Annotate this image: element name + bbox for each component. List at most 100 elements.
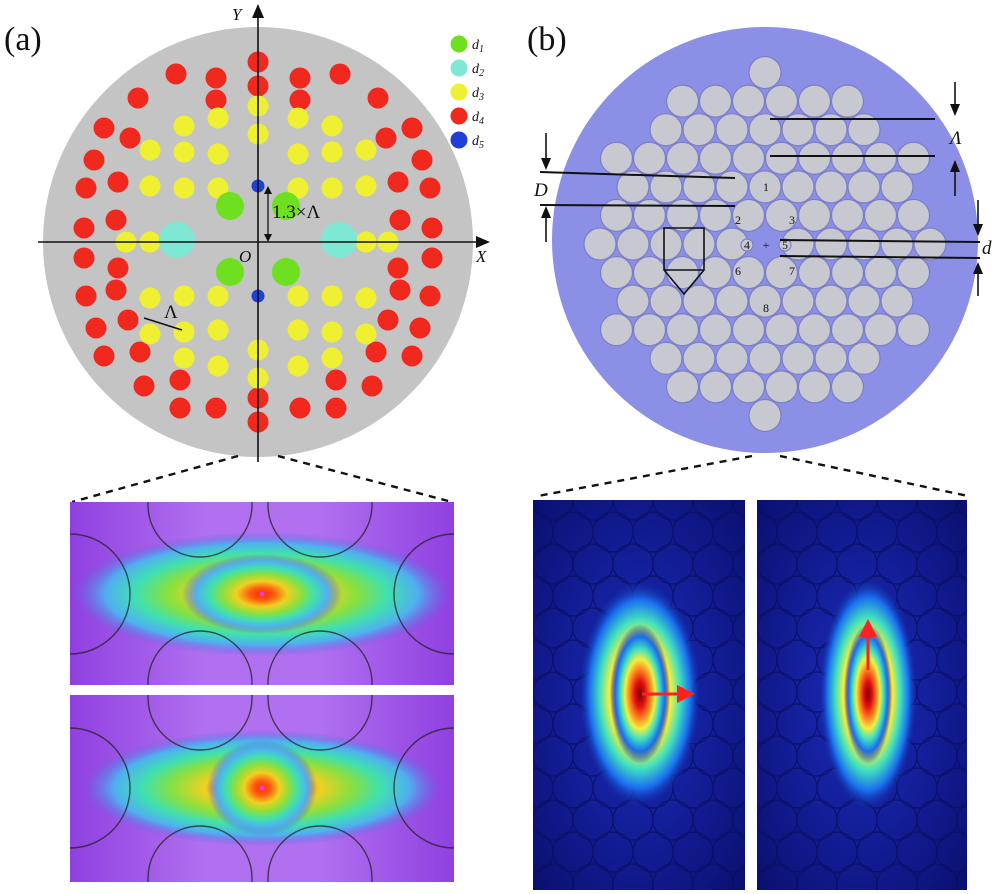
air-hole-b	[599, 198, 634, 233]
air-hole-d4	[169, 397, 191, 419]
air-hole-b	[863, 255, 898, 290]
air-hole-d3	[321, 347, 343, 369]
air-hole-b	[665, 84, 700, 118]
air-hole-d1	[272, 192, 300, 220]
air-hole-d3	[207, 355, 229, 377]
air-hole-d3	[173, 115, 195, 137]
small-diameter-line-top	[779, 239, 981, 243]
air-hole-b	[781, 170, 815, 204]
air-hole-d4	[389, 209, 411, 231]
air-hole-d3	[173, 141, 195, 163]
air-hole-d4	[73, 247, 95, 269]
air-hole-b	[698, 255, 733, 290]
hole-number-1: 1	[763, 180, 769, 194]
air-hole-b	[731, 84, 766, 118]
air-hole-d4	[129, 341, 151, 363]
air-hole-d4	[205, 89, 227, 111]
pitch-marker-a	[143, 317, 183, 331]
air-hole-d4	[169, 369, 191, 391]
air-hole-d3	[173, 285, 195, 307]
air-hole-b	[682, 227, 716, 261]
lattice-ghost-circle	[732, 673, 745, 711]
air-hole-b	[863, 313, 898, 347]
air-hole-d4	[389, 279, 411, 301]
air-hole-d4	[419, 177, 441, 199]
lattice-ghost-circle	[796, 500, 838, 521]
lattice-ghost-circle	[916, 500, 958, 521]
legend-swatch-d5	[450, 131, 468, 149]
air-hole-b	[830, 84, 865, 118]
air-hole-b	[698, 141, 733, 175]
air-hole-d3	[139, 287, 161, 309]
air-hole-b	[599, 141, 634, 175]
air-hole-b	[715, 284, 749, 318]
air-hole-b	[814, 284, 848, 318]
air-hole-d4	[289, 67, 311, 89]
panel-label-a: (a)	[4, 21, 42, 58]
air-hole-b	[880, 284, 914, 318]
air-hole-d3	[321, 321, 343, 343]
air-hole-b	[665, 255, 700, 290]
spacing-label: 1.3×Λ	[272, 202, 320, 223]
diameter-line-top	[539, 171, 736, 179]
diameter-arrowhead-top	[541, 158, 551, 170]
air-hole-b	[797, 141, 832, 175]
legend-swatch-d2	[450, 59, 468, 77]
air-hole-b	[715, 170, 749, 204]
air-hole-d3	[287, 285, 309, 307]
legend-label-d2: d2	[472, 62, 484, 79]
air-hole-b	[748, 398, 782, 433]
lattice-ghost-circle	[956, 609, 967, 647]
air-hole-d4	[289, 89, 311, 111]
air-hole-b	[830, 370, 865, 404]
air-hole-b	[682, 284, 716, 318]
air-hole-d4	[83, 149, 105, 171]
air-hole-b	[781, 341, 815, 375]
air-hole-b	[583, 227, 617, 261]
air-hole-b	[649, 227, 683, 261]
air-hole-d3	[207, 107, 229, 129]
lattice-ghost-circle	[876, 500, 918, 521]
air-hole-b	[830, 141, 865, 175]
lattice-ghost-circle	[712, 575, 745, 617]
small-diameter-label: d	[982, 238, 992, 259]
air-hole-b	[764, 370, 799, 404]
air-hole-d4	[93, 117, 115, 139]
air-hole-d4	[75, 177, 97, 199]
air-hole-d3	[287, 319, 309, 341]
small-diameter-line-bottom	[779, 255, 981, 259]
air-hole-d3	[173, 347, 195, 369]
air-hole-d4	[105, 279, 127, 301]
air-hole-d1	[216, 192, 244, 220]
lattice-ghost-circle	[956, 865, 967, 890]
air-hole-d4	[85, 317, 107, 339]
air-hole-d4	[409, 317, 431, 339]
air-hole-d2	[159, 222, 195, 258]
air-hole-b	[847, 113, 881, 147]
legend-label-d1: d1	[472, 38, 484, 55]
air-hole-b	[797, 84, 832, 118]
air-hole-d3	[287, 177, 309, 199]
air-hole-d4	[75, 285, 97, 307]
air-hole-b	[649, 113, 683, 147]
pitch-label-b: Λ	[948, 128, 962, 149]
air-hole-d4	[375, 127, 397, 149]
air-hole-d4	[325, 369, 347, 391]
small-diameter-arrowhead-bottom	[973, 262, 983, 274]
air-hole-b	[863, 198, 898, 233]
air-hole-d3	[287, 107, 309, 129]
lattice-ghost-circle	[757, 500, 798, 521]
air-hole-d4	[421, 247, 443, 269]
air-hole-b	[913, 227, 947, 261]
y-axis-label: Y	[232, 5, 243, 24]
air-hole-d3	[173, 177, 195, 199]
air-hole-b	[632, 313, 667, 347]
air-hole-b	[847, 227, 881, 261]
air-hole-b	[682, 341, 716, 375]
air-hole-d4	[387, 257, 409, 279]
air-hole-b	[682, 170, 716, 204]
air-hole-d4	[367, 87, 389, 109]
air-hole-d3	[139, 323, 161, 345]
air-hole-d3	[321, 285, 343, 307]
